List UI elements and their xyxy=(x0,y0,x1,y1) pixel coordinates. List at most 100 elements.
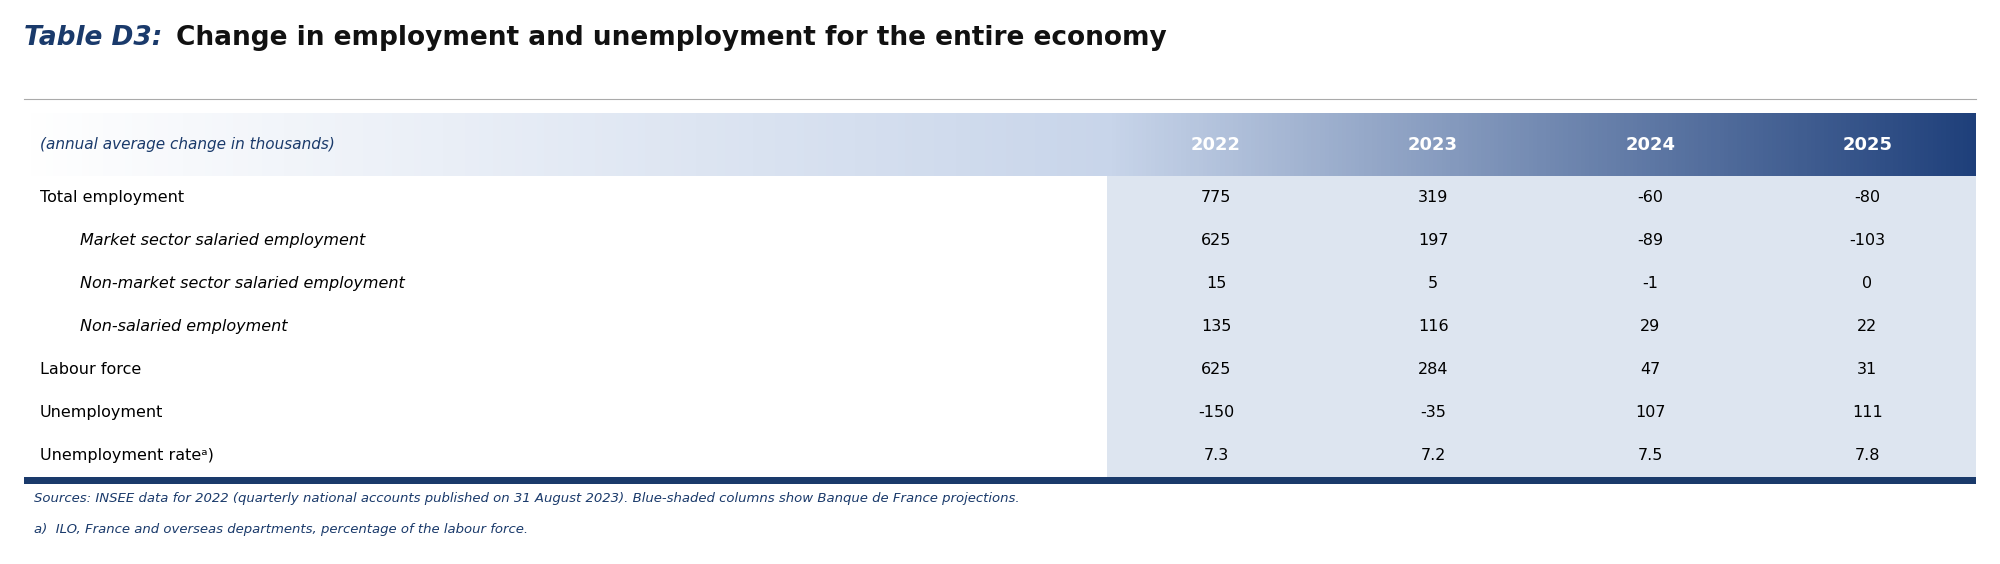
Bar xyxy=(1416,113,1420,177)
Bar xyxy=(1108,391,1976,434)
Text: -35: -35 xyxy=(1420,405,1446,420)
Bar xyxy=(1442,113,1446,177)
Bar xyxy=(638,113,646,177)
Bar xyxy=(1686,113,1690,177)
Bar xyxy=(1772,113,1776,177)
Bar xyxy=(1894,113,1898,177)
Bar xyxy=(24,219,1108,262)
Bar xyxy=(68,113,74,177)
Bar xyxy=(1316,113,1320,177)
Bar xyxy=(616,113,624,177)
Bar xyxy=(1472,113,1476,177)
Bar xyxy=(630,113,638,177)
Bar xyxy=(1108,262,1976,305)
Text: 197: 197 xyxy=(1418,233,1448,248)
Bar xyxy=(1920,113,1924,177)
Bar xyxy=(24,262,1108,305)
Bar xyxy=(1234,113,1238,177)
Bar xyxy=(1702,113,1706,177)
Bar xyxy=(226,113,234,177)
Bar xyxy=(1542,113,1546,177)
Text: Market sector salaried employment: Market sector salaried employment xyxy=(80,233,366,248)
Bar xyxy=(754,113,760,177)
Bar xyxy=(1490,113,1494,177)
Bar xyxy=(1120,113,1124,177)
Bar xyxy=(992,113,1000,177)
Bar xyxy=(46,113,52,177)
Bar xyxy=(176,113,182,177)
Bar xyxy=(1116,113,1120,177)
Bar xyxy=(1746,113,1750,177)
Bar xyxy=(724,113,732,177)
Bar xyxy=(1932,113,1936,177)
Bar xyxy=(1202,113,1208,177)
Bar xyxy=(1802,113,1806,177)
Bar xyxy=(1346,113,1350,177)
Bar xyxy=(594,113,602,177)
Bar xyxy=(1576,113,1580,177)
Bar xyxy=(1308,113,1312,177)
Bar xyxy=(38,113,46,177)
Bar xyxy=(1612,113,1616,177)
Bar xyxy=(1650,113,1654,177)
Bar xyxy=(270,113,276,177)
Bar xyxy=(1364,113,1368,177)
Bar xyxy=(392,113,400,177)
Bar xyxy=(1890,113,1894,177)
Bar xyxy=(1864,113,1868,177)
Bar xyxy=(978,113,984,177)
Bar xyxy=(1108,177,1976,219)
Bar xyxy=(198,113,204,177)
Bar xyxy=(1638,113,1642,177)
Bar xyxy=(920,113,926,177)
Text: -80: -80 xyxy=(1854,191,1880,205)
Bar xyxy=(1916,113,1920,177)
Bar xyxy=(530,113,536,177)
Bar xyxy=(870,113,876,177)
Bar xyxy=(298,113,306,177)
Bar xyxy=(1092,113,1100,177)
Bar xyxy=(1014,113,1020,177)
Bar xyxy=(804,113,812,177)
Bar xyxy=(276,113,284,177)
Bar xyxy=(262,113,270,177)
Bar xyxy=(1928,113,1932,177)
Bar xyxy=(52,113,60,177)
Bar xyxy=(1386,113,1390,177)
Bar xyxy=(154,113,162,177)
Bar xyxy=(1220,113,1224,177)
Text: Table D3:: Table D3: xyxy=(24,25,172,51)
Bar xyxy=(1876,113,1880,177)
Bar xyxy=(1954,113,1958,177)
Bar xyxy=(204,113,212,177)
Bar xyxy=(96,113,104,177)
Text: a)  ILO, France and overseas departments, percentage of the labour force.: a) ILO, France and overseas departments,… xyxy=(34,523,528,536)
Bar xyxy=(1146,113,1150,177)
Bar xyxy=(190,113,198,177)
Bar xyxy=(1632,113,1638,177)
Bar xyxy=(1868,113,1872,177)
Bar xyxy=(1810,113,1816,177)
Bar xyxy=(1480,113,1486,177)
Bar xyxy=(1350,113,1354,177)
Bar xyxy=(1360,113,1364,177)
Bar xyxy=(1698,113,1702,177)
Bar xyxy=(1754,113,1758,177)
Text: 15: 15 xyxy=(1206,276,1226,291)
Bar xyxy=(572,113,580,177)
Bar xyxy=(436,113,442,177)
Bar xyxy=(1224,113,1228,177)
Bar xyxy=(942,113,948,177)
Bar xyxy=(1376,113,1380,177)
Bar xyxy=(1460,113,1464,177)
Bar xyxy=(1268,113,1272,177)
Bar xyxy=(1402,113,1408,177)
Bar xyxy=(1958,113,1962,177)
Bar xyxy=(1724,113,1728,177)
Bar xyxy=(458,113,464,177)
Text: 2023: 2023 xyxy=(1408,135,1458,153)
Bar xyxy=(1372,113,1376,177)
Bar xyxy=(1446,113,1450,177)
Bar xyxy=(1658,113,1664,177)
Bar xyxy=(688,113,696,177)
